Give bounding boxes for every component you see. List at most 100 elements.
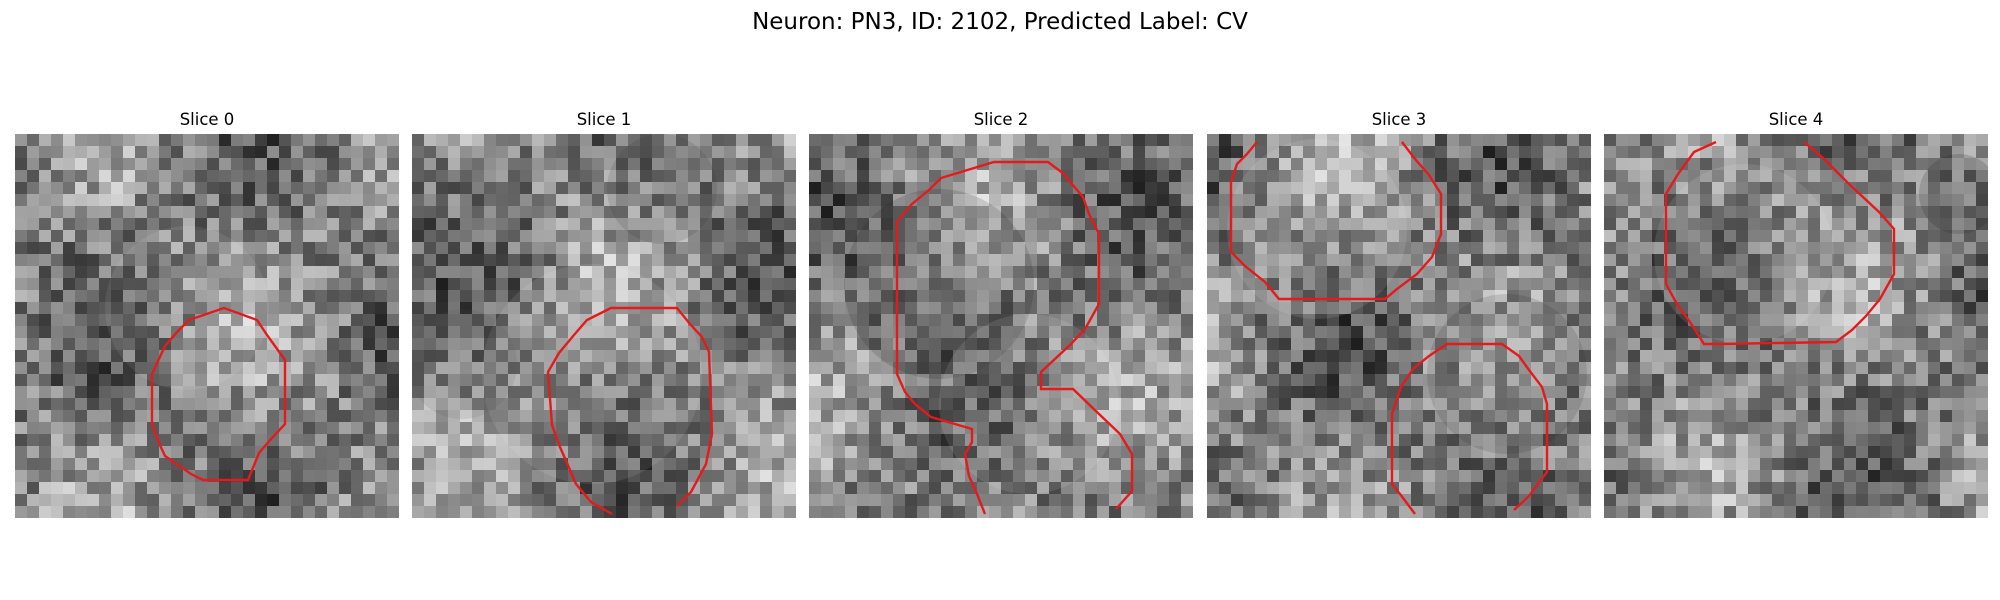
pixel: [905, 458, 917, 470]
pixel: [821, 206, 833, 218]
pixel: [1543, 254, 1555, 266]
pixel: [472, 338, 484, 350]
pixel: [87, 266, 99, 278]
pixel: [1471, 146, 1483, 158]
pixel: [881, 434, 893, 446]
pixel: [965, 350, 977, 362]
pixel: [580, 446, 592, 458]
pixel: [1001, 290, 1013, 302]
pixel: [375, 470, 387, 482]
pixel: [544, 470, 556, 482]
pixel: [1133, 506, 1145, 518]
pixel: [363, 434, 375, 446]
pixel: [1868, 386, 1880, 398]
pixel: [1267, 206, 1279, 218]
pixel: [1796, 314, 1808, 326]
pixel: [472, 230, 484, 242]
pixel: [1772, 278, 1784, 290]
pixel: [1001, 398, 1013, 410]
pixel: [183, 182, 195, 194]
pixel: [905, 362, 917, 374]
pixel: [821, 446, 833, 458]
pixel: [1025, 494, 1037, 506]
pixel: [231, 374, 243, 386]
pixel: [1531, 170, 1543, 182]
pixel: [1279, 206, 1291, 218]
pixel: [1013, 362, 1025, 374]
pixel: [171, 146, 183, 158]
pixel: [532, 386, 544, 398]
pixel: [111, 446, 123, 458]
pixel: [1133, 350, 1145, 362]
pixel: [965, 314, 977, 326]
pixel: [1169, 350, 1181, 362]
pixel: [424, 206, 436, 218]
pixel: [1363, 386, 1375, 398]
pixel: [496, 326, 508, 338]
pixel: [1061, 410, 1073, 422]
pixel: [1652, 170, 1664, 182]
pixel: [1495, 314, 1507, 326]
pixel: [845, 194, 857, 206]
pixel: [1447, 494, 1459, 506]
pixel: [1255, 218, 1267, 230]
pixel: [1640, 230, 1652, 242]
pixel: [243, 158, 255, 170]
pixel: [1495, 482, 1507, 494]
pixel: [375, 410, 387, 422]
pixel: [1363, 314, 1375, 326]
pixel: [1435, 470, 1447, 482]
pixel: [700, 146, 712, 158]
pixel: [1399, 158, 1411, 170]
pixel: [724, 482, 736, 494]
pixel: [1411, 398, 1423, 410]
pixel: [1688, 230, 1700, 242]
pixel: [39, 290, 51, 302]
pixel: [556, 374, 568, 386]
pixel: [243, 446, 255, 458]
pixel: [1664, 146, 1676, 158]
pixel: [460, 446, 472, 458]
pixel: [1964, 398, 1976, 410]
pixel: [1013, 242, 1025, 254]
pixel: [640, 470, 652, 482]
pixel: [1061, 278, 1073, 290]
pixel: [1724, 242, 1736, 254]
pixel: [520, 374, 532, 386]
pixel: [1387, 302, 1399, 314]
pixel: [135, 374, 147, 386]
pixel: [1736, 278, 1748, 290]
pixel: [1375, 422, 1387, 434]
pixel: [1652, 254, 1664, 266]
pixel: [616, 410, 628, 422]
pixel: [688, 242, 700, 254]
pixel: [1712, 218, 1724, 230]
pixel: [1025, 326, 1037, 338]
pixel: [1760, 170, 1772, 182]
pixel: [1025, 206, 1037, 218]
pixel: [1483, 290, 1495, 302]
pixel: [448, 146, 460, 158]
pixel: [580, 326, 592, 338]
pixel: [893, 446, 905, 458]
pixel: [267, 290, 279, 302]
pixel: [75, 434, 87, 446]
pixel: [207, 218, 219, 230]
pixel: [99, 506, 111, 518]
pixel: [881, 158, 893, 170]
pixel: [857, 398, 869, 410]
pixel: [219, 410, 231, 422]
pixel: [1664, 422, 1676, 434]
pixel: [303, 194, 315, 206]
pixel: [1423, 494, 1435, 506]
pixel: [1219, 182, 1231, 194]
pixel: [784, 350, 796, 362]
pixel: [436, 170, 448, 182]
pixel: [375, 374, 387, 386]
pixel: [640, 494, 652, 506]
pixel: [1471, 458, 1483, 470]
pixel: [989, 278, 1001, 290]
pixel: [1880, 158, 1892, 170]
pixel: [1037, 434, 1049, 446]
pixel: [1964, 278, 1976, 290]
